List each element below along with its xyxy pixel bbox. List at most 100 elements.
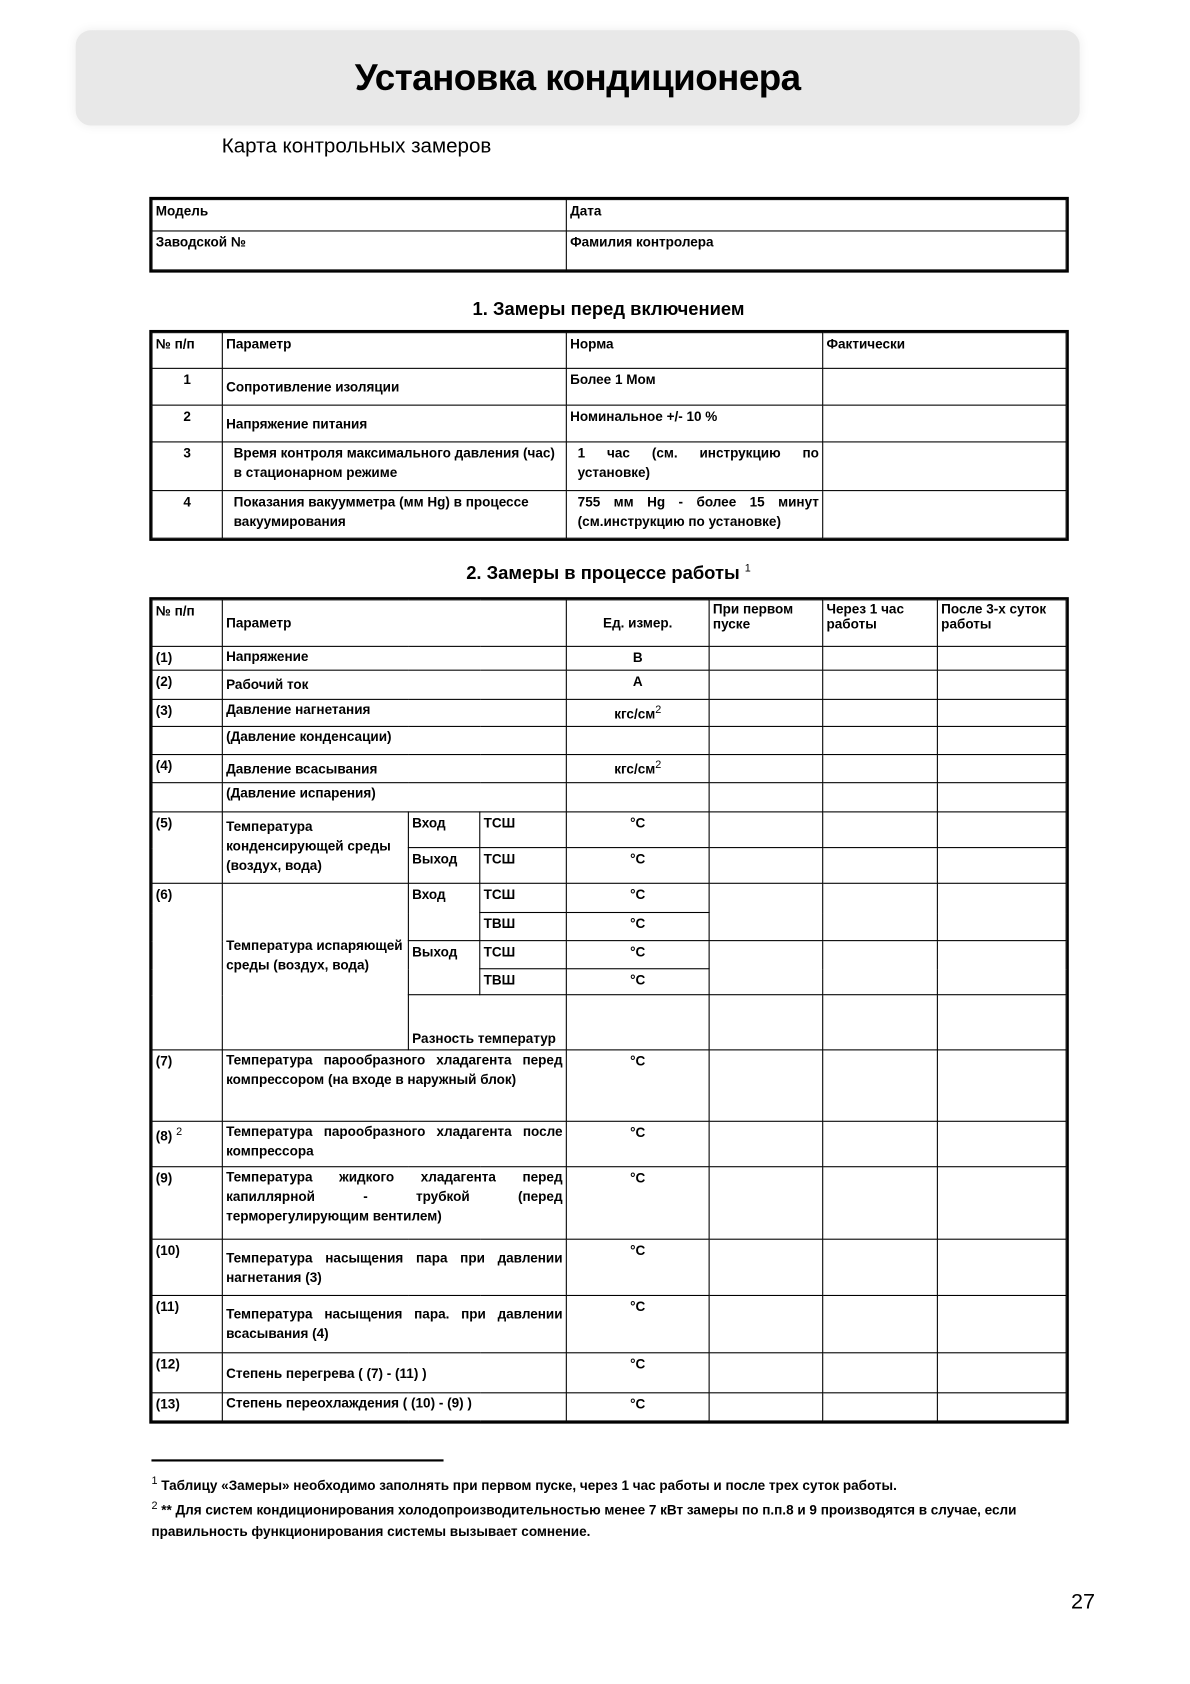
value-cell[interactable] xyxy=(936,1120,1067,1168)
table-row: ТВШ °С xyxy=(152,968,1066,996)
row-num-text: (4) xyxy=(155,758,173,774)
actual-cell[interactable] xyxy=(822,404,1067,443)
value-cell[interactable] xyxy=(822,754,938,784)
row-unit: В xyxy=(565,645,710,671)
subtitle: Карта контрольных замеров xyxy=(221,135,492,158)
row-unit-text: В xyxy=(632,650,643,666)
date-field[interactable]: Дата xyxy=(565,199,1067,232)
value-cell[interactable] xyxy=(936,811,1067,849)
value-cell[interactable] xyxy=(708,1238,824,1296)
row-unit: °С xyxy=(565,847,710,884)
value-cell[interactable] xyxy=(936,847,1067,884)
info-table: Модель Дата Заводской № Фамилия контролера xyxy=(149,196,1069,273)
value-cell[interactable] xyxy=(936,1352,1067,1394)
value-cell[interactable] xyxy=(708,1294,824,1354)
row-unit: кгс/см2 xyxy=(565,698,710,727)
value-cell[interactable] xyxy=(936,1238,1067,1296)
row-num: (5) xyxy=(151,811,223,884)
value-cell[interactable] xyxy=(936,754,1067,784)
row-param: Температура парообразного хладагента пер… xyxy=(221,1049,567,1122)
value-cell[interactable] xyxy=(936,940,1067,996)
value-cell[interactable] xyxy=(822,698,938,727)
value-cell[interactable] xyxy=(822,782,938,813)
row-num xyxy=(151,782,223,813)
value-cell[interactable] xyxy=(822,1049,938,1122)
col-header: При первом пуске xyxy=(708,599,824,647)
value-cell[interactable] xyxy=(708,782,824,813)
row-param: Показания вакуумметра (мм Hg) в процессе… xyxy=(221,490,567,539)
value-cell[interactable] xyxy=(708,754,824,784)
value-cell[interactable] xyxy=(708,940,824,996)
value-cell[interactable] xyxy=(822,669,938,700)
value-cell[interactable] xyxy=(936,1049,1067,1122)
value-cell[interactable] xyxy=(708,1392,824,1422)
table-row: (Давление конденсации) xyxy=(151,725,1067,756)
value-cell[interactable] xyxy=(708,698,824,727)
value-cell[interactable] xyxy=(936,1294,1067,1354)
value-cell[interactable] xyxy=(936,1392,1067,1422)
value-cell[interactable] xyxy=(708,725,824,756)
value-cell[interactable] xyxy=(936,994,1067,1051)
row-param: (Давление конденсации) xyxy=(221,725,567,756)
value-cell[interactable] xyxy=(822,1166,938,1240)
value-cell[interactable] xyxy=(822,1392,938,1422)
value-cell[interactable] xyxy=(822,811,938,849)
col-header: После 3-х суток работы xyxy=(936,599,1067,647)
value-cell[interactable] xyxy=(822,1352,938,1394)
value-cell[interactable] xyxy=(822,1120,938,1168)
value-cell[interactable] xyxy=(708,1352,824,1394)
row-unit-text: кгс/см xyxy=(614,706,656,722)
row-param: Температура насыщения пара. при давлении… xyxy=(221,1294,567,1354)
value-cell[interactable] xyxy=(936,645,1067,671)
value-cell[interactable] xyxy=(936,782,1067,813)
actual-cell[interactable] xyxy=(822,490,1067,539)
row-norm: 1 час (см. инструкцию по установке) xyxy=(565,441,824,492)
section2-table: № п/п Параметр Ед. измер. При первом пус… xyxy=(149,597,1069,1424)
value-cell[interactable] xyxy=(708,645,824,671)
value-cell[interactable] xyxy=(708,1049,824,1122)
row-param: Температура испаряющей среды (воздух, во… xyxy=(221,882,409,1051)
row-sub: ТВШ xyxy=(479,968,567,996)
model-field[interactable]: Модель xyxy=(151,199,567,232)
actual-cell[interactable] xyxy=(822,441,1067,492)
row-param: Время контроля максимального давления (ч… xyxy=(221,441,567,492)
value-cell[interactable] xyxy=(936,882,1067,942)
value-cell[interactable] xyxy=(936,669,1067,700)
actual-cell[interactable] xyxy=(822,367,1067,406)
row-num: (10) xyxy=(151,1238,223,1296)
row-num-text: (13) xyxy=(155,1396,180,1412)
value-cell[interactable] xyxy=(708,882,824,942)
value-cell[interactable] xyxy=(822,1238,938,1296)
value-cell[interactable] xyxy=(822,645,938,671)
value-cell[interactable] xyxy=(822,725,938,756)
value-cell[interactable] xyxy=(936,698,1067,727)
value-cell[interactable] xyxy=(822,940,938,996)
value-cell[interactable] xyxy=(822,994,938,1051)
col-header: Параметр xyxy=(221,332,567,369)
value-cell[interactable] xyxy=(708,847,824,884)
value-cell[interactable] xyxy=(708,1120,824,1168)
value-cell[interactable] xyxy=(708,994,824,1051)
row-unit-text: °С xyxy=(630,1053,646,1069)
value-cell[interactable] xyxy=(822,882,938,942)
value-cell[interactable] xyxy=(708,1166,824,1240)
value-cell[interactable] xyxy=(822,1294,938,1354)
serial-field[interactable]: Заводской № xyxy=(151,230,567,271)
value-cell[interactable] xyxy=(708,669,824,700)
value-cell[interactable] xyxy=(708,811,824,849)
row-unit-text: °С xyxy=(630,1299,646,1315)
value-cell[interactable] xyxy=(936,1166,1067,1240)
inspector-field[interactable]: Фамилия контролера xyxy=(565,230,1067,271)
row-num-text: (2) xyxy=(155,673,173,690)
row-unit: °С xyxy=(565,1294,710,1354)
row-unit: °С xyxy=(565,911,710,942)
footnote-divider xyxy=(151,1459,444,1462)
row-num: 2 xyxy=(151,404,223,443)
row-unit xyxy=(565,782,710,813)
value-cell[interactable] xyxy=(822,847,938,884)
value-cell[interactable] xyxy=(936,725,1067,756)
footnote-mark: 2 xyxy=(151,1500,158,1513)
col-header: Норма xyxy=(565,332,824,369)
table-row: 1 Сопротивление изоляции Более 1 Мом xyxy=(151,367,1067,406)
